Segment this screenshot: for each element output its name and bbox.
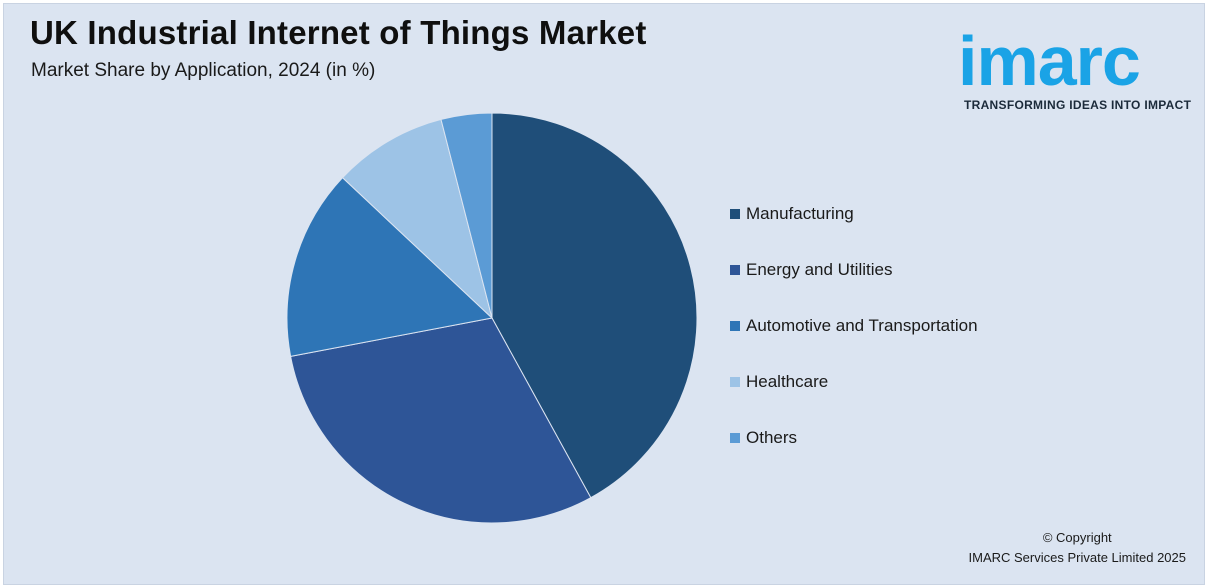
legend-label: Automotive and Transportation (746, 316, 978, 335)
chart-subtitle: Market Share by Application, 2024 (in %) (31, 60, 376, 81)
legend-item: Others (730, 410, 978, 466)
pie-slice-others (440, 112, 493, 319)
legend-swatch (730, 321, 740, 331)
legend-item: Automotive and Transportation (730, 298, 978, 354)
legend-label: Healthcare (746, 372, 829, 391)
pie-slice-energy-and-utilities (290, 317, 592, 524)
logo-wordmark: imarc (958, 22, 1141, 100)
chart-title: UK Industrial Internet of Things Market (30, 14, 647, 51)
legend-item: Healthcare (730, 354, 978, 410)
copyright-notice: © Copyright IMARC Services Private Limit… (969, 528, 1186, 568)
legend-swatch (730, 209, 740, 219)
logo-tagline: TRANSFORMING IDEAS INTO IMPACT (964, 98, 1192, 112)
legend-swatch (730, 433, 740, 443)
legend-swatch (730, 265, 740, 275)
legend-label: Energy and Utilities (746, 260, 893, 279)
copyright-company: IMARC Services Private Limited 2025 (968, 550, 1186, 565)
pie-slice-healthcare (341, 118, 493, 320)
legend-label: Manufacturing (746, 204, 854, 223)
legend-swatch (730, 377, 740, 387)
legend-item: Manufacturing (730, 186, 978, 242)
legend-item: Energy and Utilities (730, 242, 978, 298)
pie-slice-manufacturing (491, 112, 698, 499)
pie-slice-automotive-and-transportation (286, 176, 494, 357)
copyright-line: © Copyright (1042, 530, 1112, 545)
imarc-logo: imarc TRANSFORMING IDEAS INTO IMPACT (958, 12, 1192, 118)
legend-label: Others (746, 428, 798, 447)
chart-legend: Manufacturing Energy and Utilities Automot… (730, 186, 978, 466)
